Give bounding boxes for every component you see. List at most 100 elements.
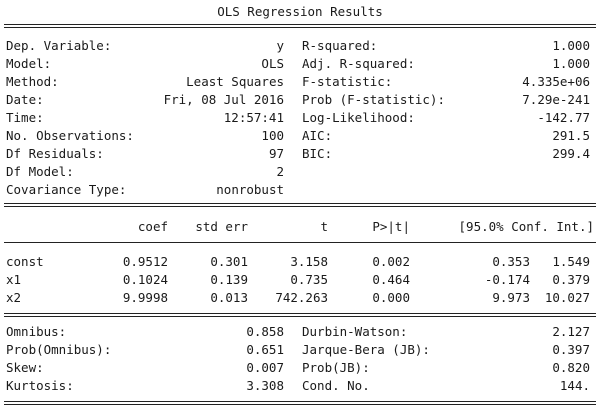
p-value: 0.000 (372, 290, 410, 305)
diagnostic-value: 3.308 (246, 378, 284, 393)
summary-row: Df Residuals: 97 BIC: 299.4 (4, 145, 596, 163)
diagnostic-label: Kurtosis: (6, 378, 74, 393)
summary-row: Date: Fri, 08 Jul 2016 Prob (F-statistic):… (4, 91, 596, 109)
ci-high-value: 10.027 (544, 290, 590, 305)
diagnostic-value: 2.127 (552, 324, 590, 339)
summary-value: 4.335e+06 (522, 74, 590, 89)
coef-header: coef (137, 219, 168, 234)
ci-low-value: 0.353 (492, 254, 530, 269)
coef-rule-1 (4, 313, 596, 314)
t-value: 3.158 (290, 254, 328, 269)
summary-label: Model: (6, 56, 52, 71)
summary-label: AIC: (302, 128, 333, 143)
top-rule-2 (4, 27, 596, 28)
p-value: 0.002 (372, 254, 410, 269)
t-value: 0.735 (290, 272, 328, 287)
summary-value: Least Squares (186, 74, 284, 89)
coef-header-row: coef std err t P>|t| [95.0% Conf. Int.] (4, 218, 596, 236)
ci-low-value: -0.174 (484, 272, 530, 287)
diagnostic-label: Cond. No. (302, 378, 370, 393)
summary-label: Adj. R-squared: (302, 56, 415, 71)
stderr-value: 0.301 (210, 254, 248, 269)
report-title: OLS Regression Results (217, 4, 383, 19)
stderr-header: std err (195, 219, 248, 234)
coef-rule-2 (4, 316, 596, 317)
coef-header-rule (4, 242, 596, 243)
summary-value: nonrobust (216, 182, 284, 197)
summary-label: R-squared: (302, 38, 378, 53)
diagnostic-row: Kurtosis: 3.308 Cond. No. 144. (4, 377, 596, 395)
table-row: x2 9.9998 0.013 742.263 0.000 9.973 10.027 (4, 289, 596, 307)
summary-label: Method: (6, 74, 59, 89)
diagnostic-label: Prob(Omnibus): (6, 342, 112, 357)
summary-rule-1 (4, 203, 596, 204)
summary-row: Method: Least Squares F-statistic: 4.335e+0… (4, 73, 596, 91)
stderr-value: 0.139 (210, 272, 248, 287)
summary-label: Date: (6, 92, 44, 107)
top-rule-1 (4, 24, 596, 25)
summary-label: Dep. Variable: (6, 38, 112, 53)
summary-label: F-statistic: (302, 74, 393, 89)
summary-label: Df Model: (6, 164, 74, 179)
coef-value: 0.1024 (122, 272, 168, 287)
summary-value: 97 (268, 146, 284, 161)
summary-row: No. Observations: 100 AIC: 291.5 (4, 127, 596, 145)
row-name: x1 (6, 272, 22, 287)
summary-label: Covariance Type: (6, 182, 127, 197)
table-row: x1 0.1024 0.139 0.735 0.464 -0.174 0.379 (4, 271, 596, 289)
summary-row: Time: 12:57:41 Log-Likelihood: -142.77 (4, 109, 596, 127)
bottom-rule-1 (4, 401, 596, 402)
p-value: 0.464 (372, 272, 410, 287)
t-value: 742.263 (275, 290, 328, 305)
summary-value: 299.4 (552, 146, 590, 161)
summary-value: 7.29e-241 (522, 92, 590, 107)
summary-label: Df Residuals: (6, 146, 104, 161)
diagnostic-value: 0.397 (552, 342, 590, 357)
t-header: t (320, 219, 328, 234)
summary-row: Dep. Variable: y R-squared: 1.000 (4, 37, 596, 55)
summary-label: Time: (6, 110, 44, 125)
ci-low-value: 9.973 (492, 290, 530, 305)
coef-value: 9.9998 (122, 290, 168, 305)
coef-table: coef std err t P>|t| [95.0% Conf. Int.] (4, 218, 596, 236)
diagnostic-row: Omnibus: 0.858 Durbin-Watson: 2.127 (4, 323, 596, 341)
diagnostic-row: Skew: 0.007 Prob(JB): 0.820 (4, 359, 596, 377)
summary-value: y (276, 38, 284, 53)
summary-value: 291.5 (552, 128, 590, 143)
coef-value: 0.9512 (122, 254, 168, 269)
summary-label: Prob (F-statistic): (302, 92, 445, 107)
diagnostic-value: 0.820 (552, 360, 590, 375)
summary-value: Fri, 08 Jul 2016 (163, 92, 284, 107)
model-summary: Dep. Variable: y R-squared: 1.000 Model: OLS A… (4, 37, 596, 199)
row-name: const (6, 254, 44, 269)
summary-label: No. Observations: (6, 128, 134, 143)
summary-label: BIC: (302, 146, 333, 161)
diagnostic-row: Prob(Omnibus): 0.651 Jarque-Bera (JB): 0.39… (4, 341, 596, 359)
summary-rule-2 (4, 206, 596, 207)
diagnostic-label: Jarque-Bera (JB): (302, 342, 430, 357)
summary-label: Log-Likelihood: (302, 110, 415, 125)
summary-row: Model: OLS Adj. R-squared: 1.000 (4, 55, 596, 73)
diagnostic-value: 0.651 (246, 342, 284, 357)
table-row: const 0.9512 0.301 3.158 0.002 0.353 1.549 (4, 253, 596, 271)
summary-value: OLS (261, 56, 284, 71)
diagnostic-value: 144. (559, 378, 590, 393)
p-header: P>|t| (372, 219, 410, 234)
ci-high-value: 0.379 (552, 272, 590, 287)
summary-row: Covariance Type: nonrobust (4, 181, 596, 199)
summary-row: Df Model: 2 (4, 163, 596, 181)
diagnostic-label: Durbin-Watson: (302, 324, 408, 339)
diagnostic-label: Prob(JB): (302, 360, 370, 375)
summary-value: 2 (276, 164, 284, 179)
diagnostics: Omnibus: 0.858 Durbin-Watson: 2.127 Prob(Omn… (4, 323, 596, 395)
bottom-rule-2 (4, 404, 596, 405)
summary-value: 12:57:41 (223, 110, 284, 125)
ci-high-value: 1.549 (552, 254, 590, 269)
stderr-value: 0.013 (210, 290, 248, 305)
diagnostic-label: Omnibus: (6, 324, 67, 339)
diagnostic-value: 0.858 (246, 324, 284, 339)
diagnostic-value: 0.007 (246, 360, 284, 375)
summary-value: 100 (261, 128, 284, 143)
summary-value: 1.000 (552, 38, 590, 53)
